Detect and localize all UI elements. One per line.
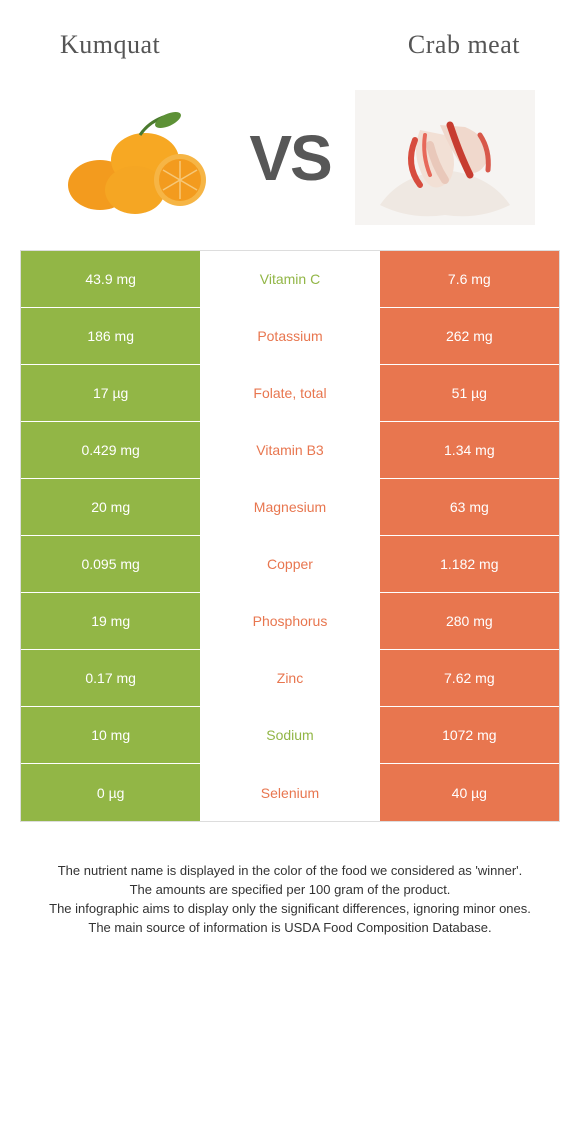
nutrient-row: 10 mgSodium1072 mg <box>21 707 559 764</box>
right-value: 7.62 mg <box>380 650 559 706</box>
right-value: 51 µg <box>380 365 559 421</box>
nutrient-label: Vitamin B3 <box>200 422 379 478</box>
left-value: 10 mg <box>21 707 200 763</box>
footer-notes: The nutrient name is displayed in the co… <box>20 862 560 937</box>
left-value: 20 mg <box>21 479 200 535</box>
footer-line: The main source of information is USDA F… <box>30 919 550 938</box>
nutrient-table: 43.9 mgVitamin C7.6 mg186 mgPotassium262… <box>20 250 560 822</box>
nutrient-row: 20 mgMagnesium63 mg <box>21 479 559 536</box>
nutrient-row: 0.17 mgZinc7.62 mg <box>21 650 559 707</box>
left-value: 0 µg <box>21 764 200 821</box>
nutrient-label: Sodium <box>200 707 379 763</box>
vs-label: VS <box>249 121 330 195</box>
nutrient-label: Copper <box>200 536 379 592</box>
left-value: 17 µg <box>21 365 200 421</box>
crab-meat-icon <box>350 85 540 230</box>
right-value: 1.34 mg <box>380 422 559 478</box>
nutrient-label: Vitamin C <box>200 251 379 307</box>
nutrient-row: 17 µgFolate, total51 µg <box>21 365 559 422</box>
nutrient-row: 0.095 mgCopper1.182 mg <box>21 536 559 593</box>
images-row: VS <box>20 75 560 250</box>
nutrient-label: Phosphorus <box>200 593 379 649</box>
right-value: 7.6 mg <box>380 251 559 307</box>
nutrient-row: 43.9 mgVitamin C7.6 mg <box>21 251 559 308</box>
left-value: 0.17 mg <box>21 650 200 706</box>
nutrient-row: 0 µgSelenium40 µg <box>21 764 559 821</box>
nutrient-row: 186 mgPotassium262 mg <box>21 308 559 365</box>
nutrient-label: Zinc <box>200 650 379 706</box>
kumquat-icon <box>40 85 230 230</box>
nutrient-label: Selenium <box>200 764 379 821</box>
kumquat-image <box>40 85 230 230</box>
left-value: 0.429 mg <box>21 422 200 478</box>
right-value: 262 mg <box>380 308 559 364</box>
left-food-title: Kumquat <box>60 30 160 60</box>
nutrient-label: Magnesium <box>200 479 379 535</box>
right-value: 280 mg <box>380 593 559 649</box>
right-food-title: Crab meat <box>408 30 520 60</box>
nutrient-row: 0.429 mgVitamin B31.34 mg <box>21 422 559 479</box>
right-value: 1.182 mg <box>380 536 559 592</box>
nutrient-label: Folate, total <box>200 365 379 421</box>
footer-line: The amounts are specified per 100 gram o… <box>30 881 550 900</box>
left-value: 19 mg <box>21 593 200 649</box>
nutrient-row: 19 mgPhosphorus280 mg <box>21 593 559 650</box>
right-value: 63 mg <box>380 479 559 535</box>
left-value: 0.095 mg <box>21 536 200 592</box>
right-value: 40 µg <box>380 764 559 821</box>
footer-line: The infographic aims to display only the… <box>30 900 550 919</box>
left-value: 43.9 mg <box>21 251 200 307</box>
left-value: 186 mg <box>21 308 200 364</box>
footer-line: The nutrient name is displayed in the co… <box>30 862 550 881</box>
right-value: 1072 mg <box>380 707 559 763</box>
header-row: Kumquat Crab meat <box>20 20 560 75</box>
nutrient-label: Potassium <box>200 308 379 364</box>
crab-meat-image <box>350 85 540 230</box>
